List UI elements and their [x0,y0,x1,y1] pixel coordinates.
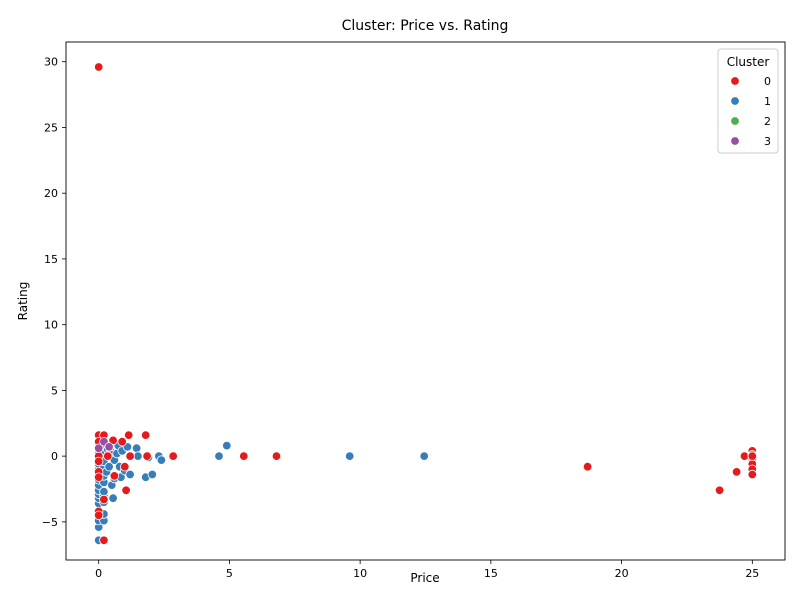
x-tick-label: 25 [745,567,759,580]
point-cluster-0 [239,451,249,461]
y-tick-label: −5 [42,516,58,529]
legend-label-2: 2 [764,115,771,128]
legend-marker-1 [730,96,740,106]
point-cluster-1 [108,493,118,503]
point-cluster-0 [714,485,725,496]
legend-box [717,48,779,154]
y-axis-label: Rating [16,282,30,321]
point-cluster-1 [214,451,224,461]
point-cluster-0 [731,467,742,477]
point-cluster-1 [222,440,232,451]
x-tick-label: 20 [615,567,629,580]
point-cluster-0 [168,451,178,461]
point-cluster-0 [747,469,758,480]
point-cluster-0 [109,471,120,481]
point-cluster-0 [93,456,104,467]
point-cluster-0 [582,462,593,472]
point-cluster-1 [125,469,135,480]
point-cluster-1 [156,455,167,465]
point-cluster-0 [125,451,135,461]
point-cluster-0 [140,430,151,440]
y-tick-label: 10 [44,319,58,332]
y-tick-label: 0 [51,450,58,463]
point-cluster-0 [93,472,104,482]
legend-label-0: 0 [764,75,771,88]
point-cluster-0 [93,510,104,521]
x-tick-label: 0 [95,567,102,580]
legend-title: Cluster [727,55,770,69]
x-tick-label: 15 [484,567,498,580]
y-axis: −5 0 5 10 15 20 25 30 [42,56,66,529]
point-cluster-0 [739,451,750,461]
y-tick-label: 20 [44,187,58,200]
legend-marker-3 [730,136,740,146]
point-cluster-0 [121,485,131,496]
point-cluster-1 [345,451,355,461]
legend-label-3: 3 [764,135,771,148]
point-cluster-0 [123,430,134,440]
chart-title: Cluster: Price vs. Rating [342,18,509,34]
y-tick-label: 30 [44,56,58,69]
point-cluster-1 [419,451,429,461]
plot-area [93,62,758,546]
point-cluster-0 [747,451,758,461]
y-tick-label: 15 [44,253,58,266]
point-cluster-0 [99,535,109,546]
plot-frame [65,41,786,561]
x-tick-label: 5 [226,567,233,580]
legend-marker-0 [730,76,740,86]
legend-marker-2 [730,116,740,126]
point-cluster-0 [142,451,152,461]
point-cluster-0 [93,62,104,72]
point-cluster-3 [104,442,114,452]
point-cluster-1 [99,486,109,497]
point-cluster-1 [133,451,143,461]
x-axis: 0 5 10 15 20 25 [95,560,759,580]
y-tick-label: 25 [44,121,58,134]
point-cluster-1 [104,462,114,472]
point-cluster-0 [120,462,130,472]
point-cluster-0 [99,494,109,505]
point-cluster-1 [131,443,142,453]
point-cluster-0 [117,437,127,447]
legend-label-1: 1 [764,95,771,108]
point-cluster-0 [103,451,113,461]
legend: Cluster 0 1 2 3 [717,48,779,154]
point-cluster-3 [93,443,104,453]
x-tick-label: 10 [353,567,367,580]
point-cluster-1 [147,469,158,480]
point-cluster-0 [271,451,282,461]
y-tick-label: 5 [51,384,58,397]
x-axis-label: Price [410,571,439,585]
